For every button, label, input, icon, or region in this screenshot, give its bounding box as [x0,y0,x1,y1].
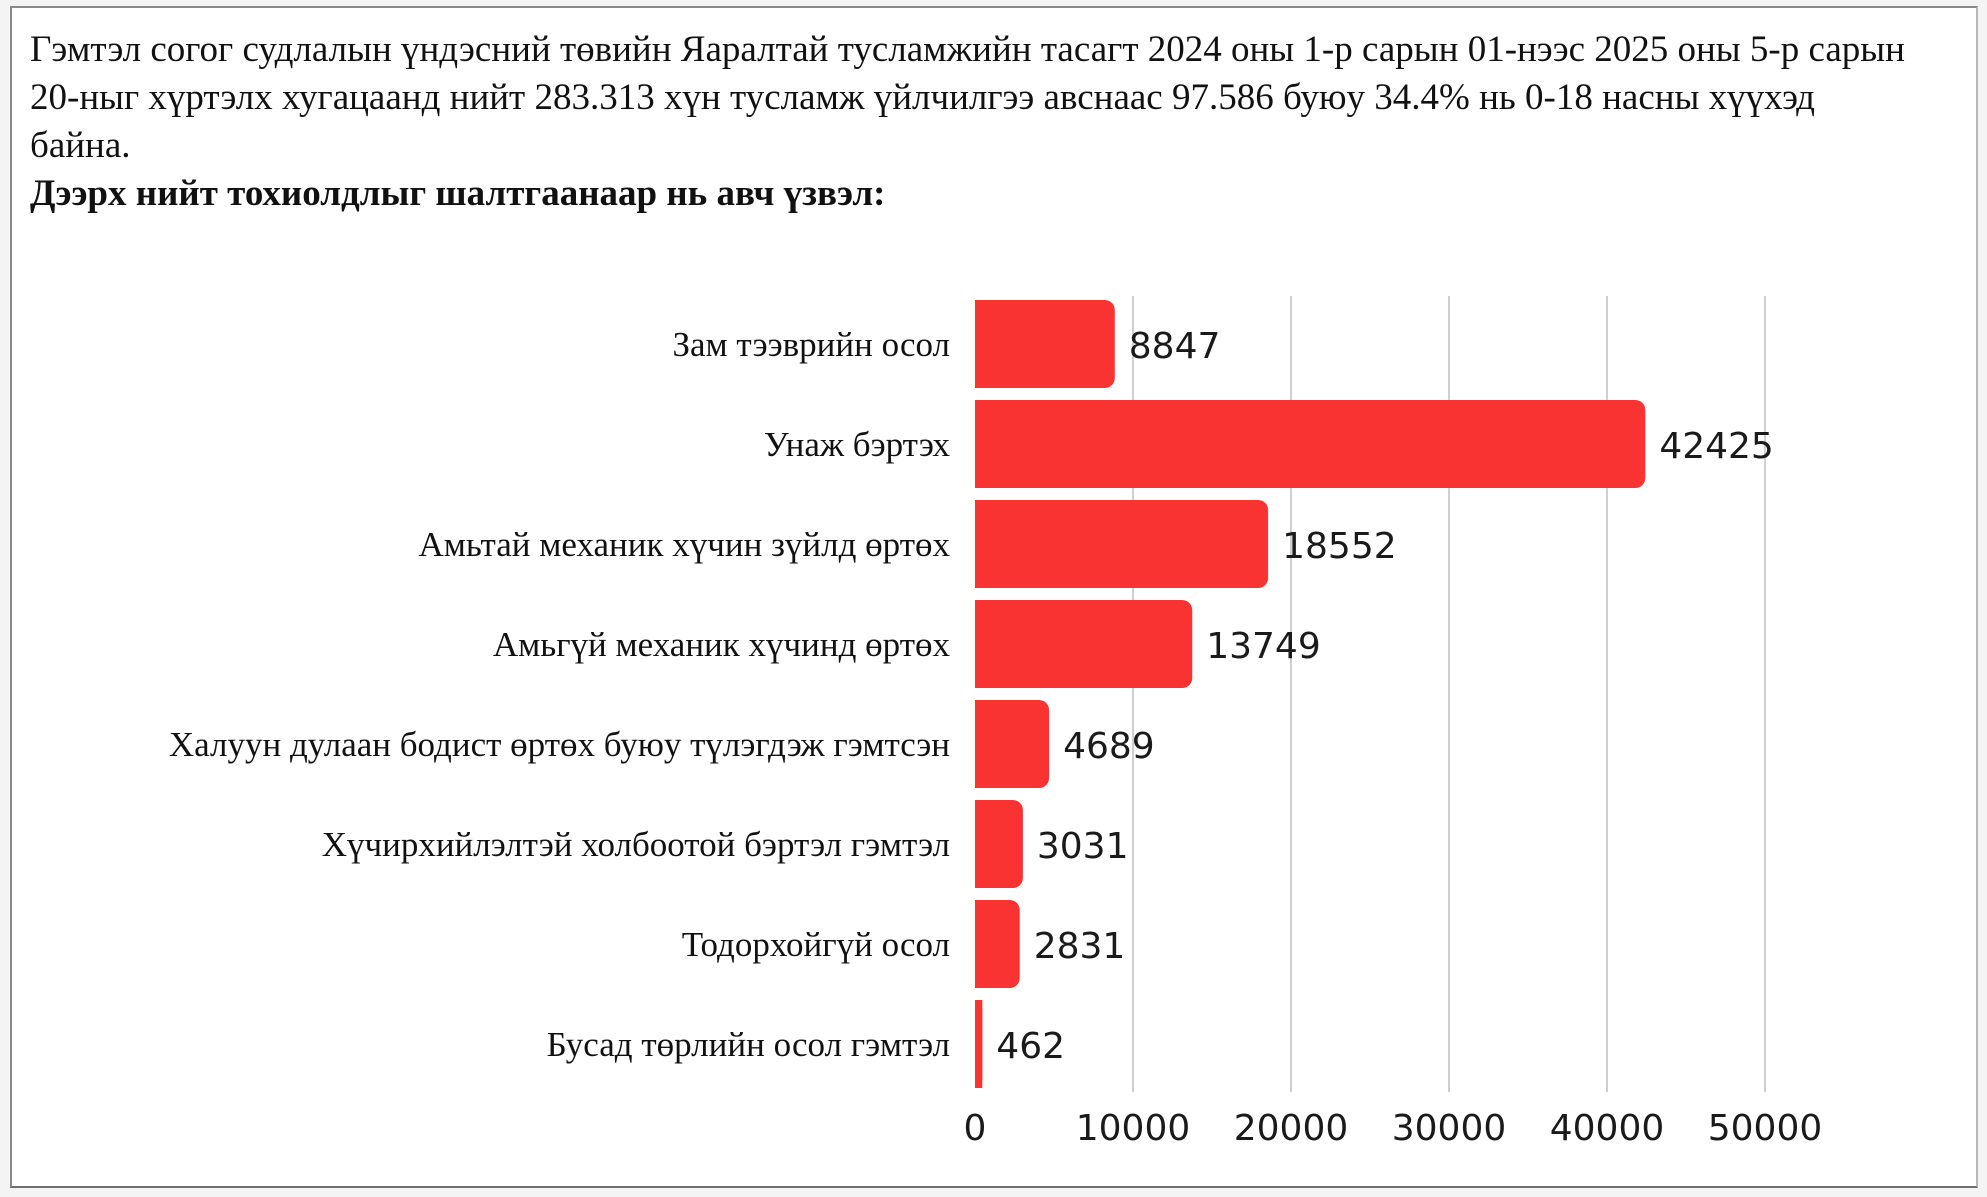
bar [975,300,1115,388]
x-tick-label: 20000 [1234,1108,1349,1149]
bar [975,600,1193,688]
x-tick-label: 0 [964,1108,987,1149]
category-label: Унаж бэртэх [764,425,951,464]
x-tick-label: 10000 [1076,1108,1191,1149]
category-label: Амьтай механик хүчин зүйлд өртөх [418,525,950,564]
value-label: 8847 [1129,326,1221,367]
bar-base [975,400,987,488]
value-label: 3031 [1037,826,1129,867]
x-tick-label: 30000 [1392,1108,1507,1149]
bar-base [975,1000,983,1088]
x-axis-ticks: 0 10000 20000 30000 40000 50000 [964,1108,1823,1149]
bar [975,400,1646,488]
category-label: Хүчирхийлэлтэй холбоотой бэртэл гэмтэл [322,825,950,864]
bar-base [975,700,987,788]
value-label: 462 [996,1026,1065,1067]
bar [975,500,1269,588]
slide-frame [10,6,1978,1188]
bar-base [975,900,987,988]
bars [975,300,1646,1088]
intro-paragraph: Гэмтэл согог судлалын үндэсний төвийн Яа… [30,29,1905,166]
value-label: 18552 [1282,526,1397,567]
category-label: Бусад төрлийн осол гэмтэл [547,1025,950,1064]
category-label: Амьгүй механик хүчинд өртөх [493,625,951,664]
category-label: Тодорхойгүй осол [682,925,950,964]
x-tick-label: 40000 [1550,1108,1665,1149]
value-label: 13749 [1206,626,1321,667]
value-label: 4689 [1063,726,1155,767]
category-labels: Зам тээврийн осол Унаж бэртэх Амьтай механ… [169,325,951,1064]
category-label: Зам тээврийн осол [672,325,950,364]
bar-base [975,500,987,588]
section-heading: Дээрх нийт тохиолдлыг шалтгаанаар нь авч… [30,173,886,214]
value-labels: 8847 42425 18552 13749 4689 3031 2831 462 [996,326,1774,1067]
bar [975,700,1050,788]
bar-base [975,300,987,388]
bar-base [975,800,987,888]
value-label: 42425 [1659,426,1774,467]
category-label: Халуун дулаан бодист өртөх буюу түлэгдэж… [169,725,950,764]
x-tick-label: 50000 [1708,1108,1823,1149]
value-label: 2831 [1034,926,1126,967]
bar-base [975,600,987,688]
